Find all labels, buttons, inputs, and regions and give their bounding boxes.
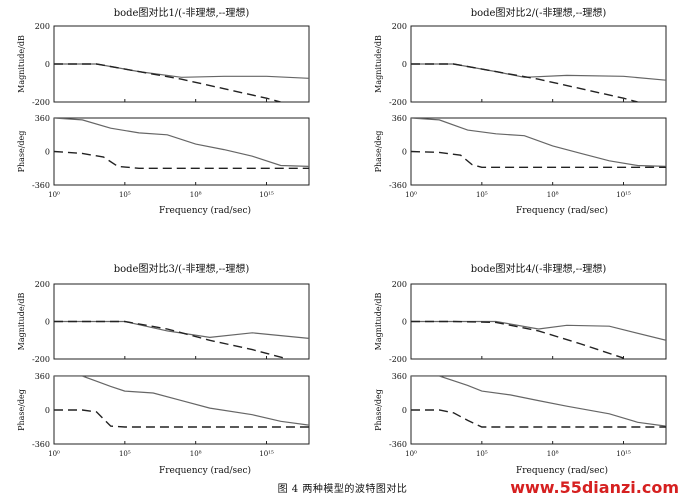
chart-4-xtick-label: 10⁸ <box>547 450 559 458</box>
chart-1-phase-series-solid <box>54 118 309 167</box>
chart-4-magnitude-ytick-label: 0 <box>402 318 407 327</box>
chart-1-xtick-label: 10⁸ <box>190 191 202 199</box>
watermark: www.55dianzi.com <box>510 478 679 497</box>
chart-3-phase-ytick-label: 360 <box>35 372 50 381</box>
chart-4-phase-ytick-label: -360 <box>389 440 407 449</box>
chart-4-phase-series-dashed <box>411 409 666 428</box>
chart-4-magnitude-series-dashed <box>411 320 624 359</box>
chart-1-xtick-label: 10⁵ <box>119 191 131 199</box>
chart-2-magnitude-ylabel: Magnitude/dB <box>374 35 383 93</box>
chart-4-phase-ytick-label: 0 <box>402 406 407 415</box>
chart-1-xtick-label: 10⁰ <box>48 191 60 199</box>
chart-3-xtick-label: 10⁰ <box>48 450 60 458</box>
chart-1-magnitude-series-solid <box>54 63 309 79</box>
chart-4-phase-series-solid <box>411 376 666 427</box>
chart-4-magnitude-ytick-label: -200 <box>389 355 407 364</box>
chart-1-phase-series-dashed <box>54 150 309 170</box>
chart-2-phase-ytick-label: -360 <box>389 181 407 190</box>
chart-2-magnitude-series-solid <box>411 63 666 81</box>
chart-2-xtick-label: 10⁵ <box>476 191 488 199</box>
chart-1-phase-ytick-label: 360 <box>35 114 50 123</box>
chart-3-xtick-label: 10¹⁵ <box>259 450 274 458</box>
chart-4-xtick-label: 10⁰ <box>405 450 417 458</box>
chart-1-magnitude-ytick-label: 0 <box>45 60 50 69</box>
chart-2-phase-ytick-label: 0 <box>402 148 407 157</box>
chart-4-magnitude-ylabel: Magnitude/dB <box>374 293 383 351</box>
chart-1-xtick-label: 10¹⁵ <box>259 191 274 199</box>
chart-2-title: bode图对比2/(-非理想,--理想) <box>471 6 607 19</box>
chart-2-magnitude-ytick-label: 0 <box>402 60 407 69</box>
chart-3-magnitude-series-solid <box>54 320 309 339</box>
chart-1-phase-ytick-label: 0 <box>45 148 50 157</box>
chart-4-phase-ylabel: Phase/deg <box>374 389 383 431</box>
chart-1-phase-ytick-label: -360 <box>32 181 50 190</box>
chart-1-phase-frame <box>53 117 310 186</box>
chart-1-magnitude-ytick-label: -200 <box>32 98 50 107</box>
chart-4-phase-ytick-label: 360 <box>392 372 407 381</box>
chart-4-magnitude-ytick-label: 200 <box>392 280 407 289</box>
chart-1-xlabel: Frequency (rad/sec) <box>159 205 251 216</box>
chart-2-xtick-label: 10¹⁵ <box>616 191 631 199</box>
chart-1-magnitude-ylabel: Magnitude/dB <box>17 35 26 93</box>
chart-4-xlabel: Frequency (rad/sec) <box>516 465 608 476</box>
chart-2-phase-series-solid <box>411 118 666 167</box>
chart-3-phase-ylabel: Phase/deg <box>17 389 26 431</box>
chart-3-title: bode图对比3/(-非理想,--理想) <box>114 262 250 275</box>
chart-2-xlabel: Frequency (rad/sec) <box>516 205 608 216</box>
chart-2-phase-ytick-label: 360 <box>392 114 407 123</box>
chart-3-phase-ytick-label: -360 <box>32 440 50 449</box>
chart-3-phase-frame <box>53 375 310 445</box>
chart-1-magnitude-series-dashed <box>54 63 281 102</box>
chart-4-xtick-label: 10⁵ <box>476 450 488 458</box>
figure-caption: 图 4 两种模型的波特图对比 <box>277 484 408 495</box>
chart-1-magnitude-ytick-label: 200 <box>35 22 50 31</box>
chart-3-phase-series-solid <box>54 376 309 426</box>
chart-1-title: bode图对比1/(-非理想,--理想) <box>114 6 250 19</box>
chart-3-phase-ytick-label: 0 <box>45 406 50 415</box>
chart-2-phase-series-dashed <box>411 150 666 169</box>
chart-2-phase-ylabel: Phase/deg <box>374 131 383 173</box>
chart-2-xtick-label: 10⁸ <box>547 191 559 199</box>
chart-3-xtick-label: 10⁵ <box>119 450 131 458</box>
chart-2-magnitude-ytick-label: -200 <box>389 98 407 107</box>
chart-3-magnitude-ytick-label: -200 <box>32 355 50 364</box>
chart-3-magnitude-series-dashed <box>54 320 291 359</box>
chart-4-title: bode图对比4/(-非理想,--理想) <box>471 262 607 275</box>
chart-1-phase-ylabel: Phase/deg <box>17 131 26 173</box>
chart-4-xtick-label: 10¹⁵ <box>616 450 631 458</box>
chart-2-phase-frame <box>410 117 667 186</box>
chart-3-xtick-label: 10⁸ <box>190 450 202 458</box>
chart-2-magnitude-series-dashed <box>411 63 638 102</box>
chart-3-magnitude-ytick-label: 200 <box>35 280 50 289</box>
chart-2-xtick-label: 10⁰ <box>405 191 417 199</box>
chart-4-phase-frame <box>410 375 667 445</box>
chart-3-xlabel: Frequency (rad/sec) <box>159 465 251 476</box>
chart-3-magnitude-ytick-label: 0 <box>45 318 50 327</box>
chart-3-magnitude-ylabel: Magnitude/dB <box>17 293 26 351</box>
chart-3-phase-series-dashed <box>54 409 309 428</box>
chart-2-magnitude-ytick-label: 200 <box>392 22 407 31</box>
